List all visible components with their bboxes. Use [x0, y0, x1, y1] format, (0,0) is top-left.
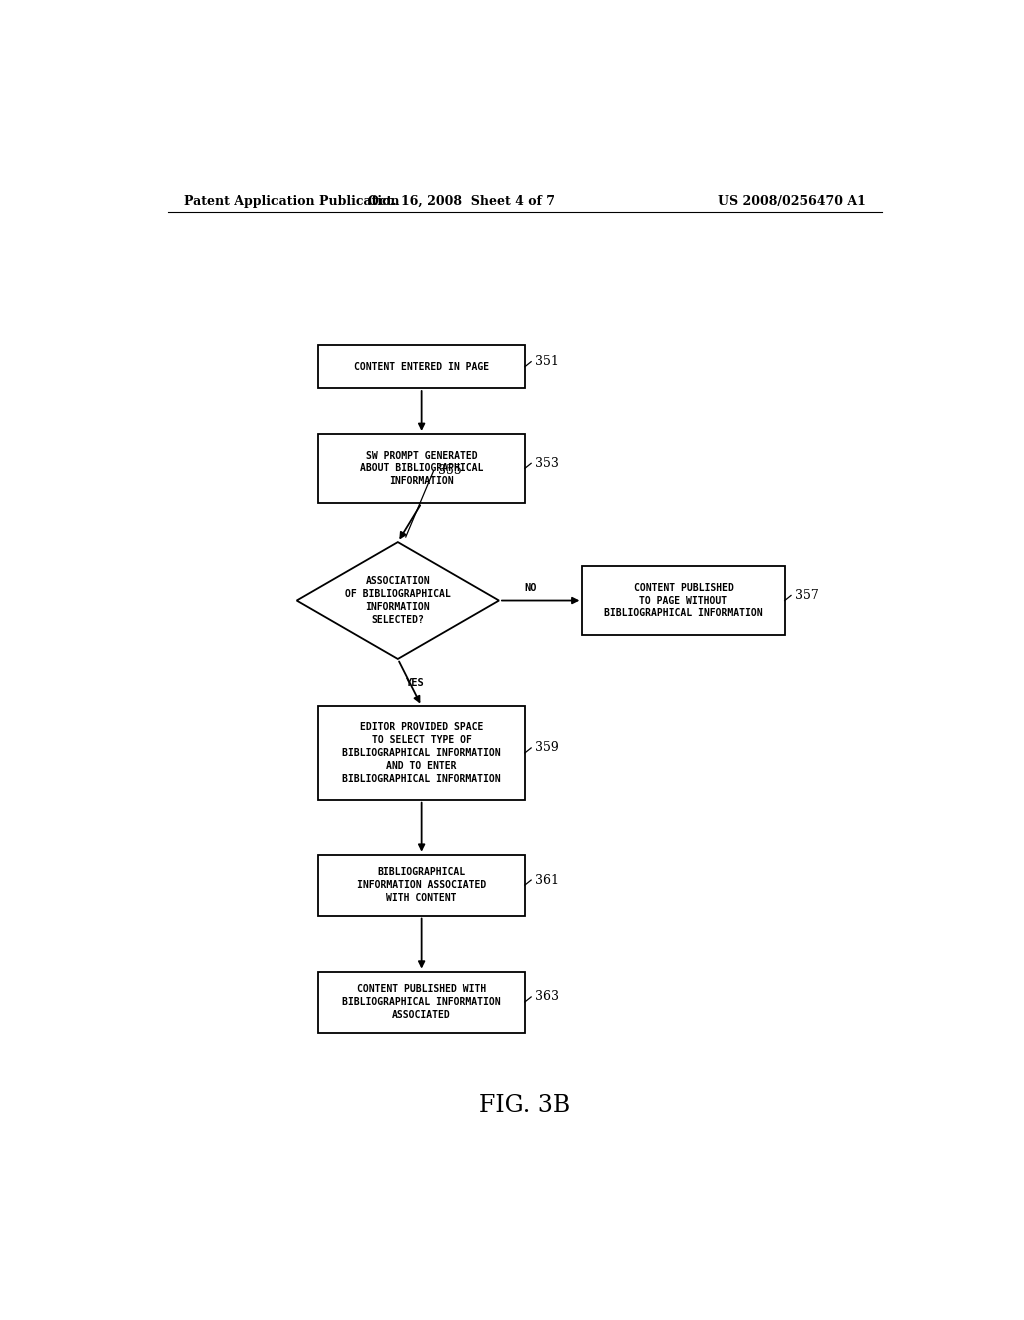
- Text: CONTENT ENTERED IN PAGE: CONTENT ENTERED IN PAGE: [354, 362, 489, 372]
- Text: 361: 361: [536, 874, 559, 887]
- Text: 353: 353: [536, 457, 559, 470]
- Polygon shape: [297, 543, 499, 659]
- Text: YES: YES: [406, 677, 425, 688]
- Text: 359: 359: [536, 742, 559, 755]
- Text: CONTENT PUBLISHED WITH
BIBLIOGRAPHICAL INFORMATION
ASSOCIATED: CONTENT PUBLISHED WITH BIBLIOGRAPHICAL I…: [342, 985, 501, 1020]
- Text: BIBLIOGRAPHICAL
INFORMATION ASSOCIATED
WITH CONTENT: BIBLIOGRAPHICAL INFORMATION ASSOCIATED W…: [357, 867, 486, 903]
- Text: Oct. 16, 2008  Sheet 4 of 7: Oct. 16, 2008 Sheet 4 of 7: [368, 194, 555, 207]
- Text: SW PROMPT GENERATED
ABOUT BIBLIOGRAPHICAL
INFORMATION: SW PROMPT GENERATED ABOUT BIBLIOGRAPHICA…: [360, 450, 483, 486]
- Bar: [318, 434, 524, 503]
- Bar: [318, 854, 524, 916]
- Text: FIG. 3B: FIG. 3B: [479, 1094, 570, 1117]
- Bar: [318, 706, 524, 800]
- Text: EDITOR PROVIDED SPACE
TO SELECT TYPE OF
BIBLIOGRAPHICAL INFORMATION
AND TO ENTER: EDITOR PROVIDED SPACE TO SELECT TYPE OF …: [342, 722, 501, 784]
- Text: US 2008/0256470 A1: US 2008/0256470 A1: [718, 194, 866, 207]
- Text: NO: NO: [524, 583, 537, 593]
- Text: 351: 351: [536, 355, 559, 368]
- Text: 363: 363: [536, 990, 559, 1003]
- Bar: [583, 566, 784, 635]
- Text: CONTENT PUBLISHED
TO PAGE WITHOUT
BIBLIOGRAPHICAL INFORMATION: CONTENT PUBLISHED TO PAGE WITHOUT BIBLIO…: [604, 582, 763, 618]
- Bar: [318, 972, 524, 1032]
- Text: ASSOCIATION
OF BIBLIOGRAPHICAL
INFORMATION
SELECTED?: ASSOCIATION OF BIBLIOGRAPHICAL INFORMATI…: [345, 577, 451, 624]
- Text: 355: 355: [437, 465, 461, 478]
- Bar: [318, 346, 524, 388]
- Text: 357: 357: [795, 589, 819, 602]
- Text: Patent Application Publication: Patent Application Publication: [183, 194, 399, 207]
